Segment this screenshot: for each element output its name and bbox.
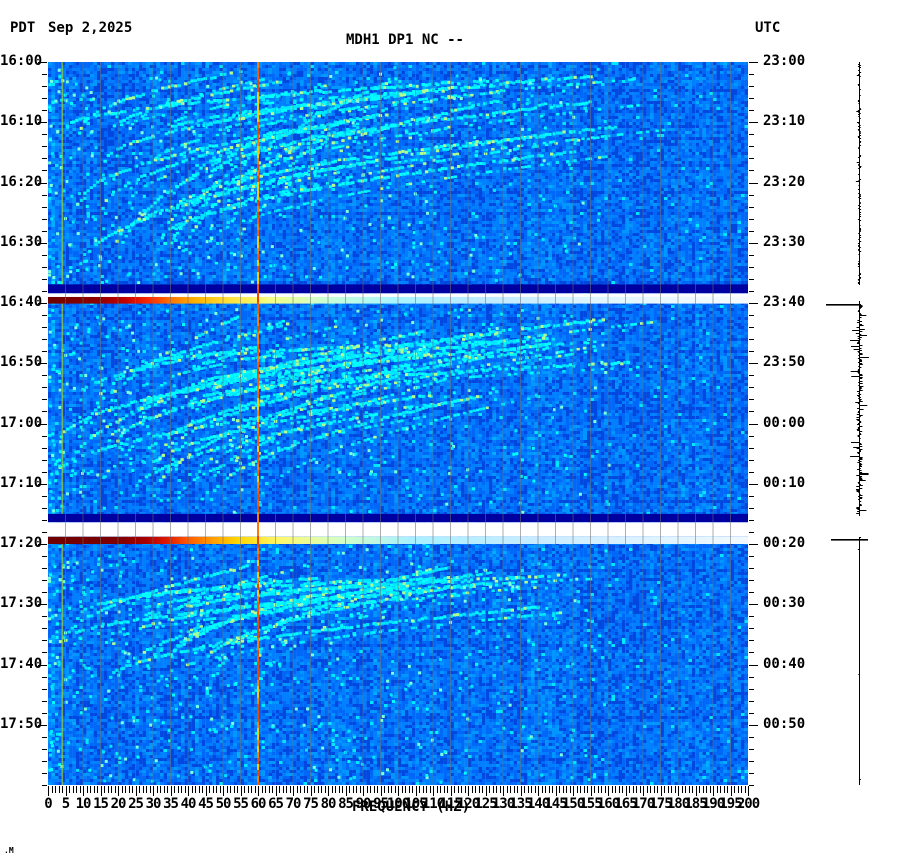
seismogram-trace-canvas xyxy=(815,62,885,785)
frequency-tick-label: 20 xyxy=(110,796,127,812)
left-axis-time-label: 16:10 xyxy=(0,113,43,130)
frequency-tick-label: 5 xyxy=(61,796,70,812)
frequency-tick-label: 15 xyxy=(93,796,109,812)
frequency-tick-label: 50 xyxy=(215,796,232,812)
left-axis-time-label: 17:40 xyxy=(0,655,43,672)
watermark: .M xyxy=(4,846,14,855)
frequency-tick-label: 80 xyxy=(320,796,337,812)
left-axis-time-label: 17:30 xyxy=(0,595,43,612)
right-axis-time-label: 23:30 xyxy=(763,233,806,250)
frequency-tick-label: 60 xyxy=(250,796,267,812)
frequency-tick-label: 170 xyxy=(631,796,655,812)
left-axis-time-label: 17:20 xyxy=(0,535,43,551)
frequency-tick-label: 180 xyxy=(666,796,690,812)
frequency-tick-label: 105 xyxy=(404,796,427,812)
frequency-tick-label: 150 xyxy=(561,796,585,812)
frequency-tick-label: 190 xyxy=(701,796,725,812)
frequency-tick-label: 10 xyxy=(75,796,92,812)
frequency-tick-label: 70 xyxy=(285,796,302,812)
right-axis-time-label: 00:30 xyxy=(763,595,806,612)
frequency-tick-label: 155 xyxy=(579,796,602,812)
frequency-tick-label: 200 xyxy=(736,796,760,812)
right-axis-time-label: 00:20 xyxy=(763,535,806,551)
frequency-tick-label: 40 xyxy=(180,796,197,812)
right-axis-time-label: 00:50 xyxy=(763,715,806,732)
frequency-tick-label: 165 xyxy=(614,796,637,812)
frequency-tick-label: 85 xyxy=(338,796,354,812)
right-axis-time-label: 00:00 xyxy=(763,414,806,431)
frequency-tick-label: 120 xyxy=(456,796,480,812)
left-axis-time-label: 16:40 xyxy=(0,294,43,310)
frequency-tick-label: 125 xyxy=(474,796,497,812)
right-axis-time-label: 00:40 xyxy=(763,655,806,672)
frequency-tick-label: 95 xyxy=(373,796,389,812)
right-axis-time-label: 23:10 xyxy=(763,113,806,130)
frequency-tick-label: 65 xyxy=(268,796,284,812)
frequency-tick-label: 35 xyxy=(163,796,179,812)
frequency-tick-label: 30 xyxy=(145,796,162,812)
frequency-tick-label: 160 xyxy=(596,796,620,812)
left-axis-time-label: 17:50 xyxy=(0,715,43,732)
frequency-tick-label: 25 xyxy=(128,796,144,812)
left-axis-time-label: 16:50 xyxy=(0,354,43,371)
right-axis-time-label: 23:50 xyxy=(763,354,806,371)
frequency-tick-label: 45 xyxy=(198,796,214,812)
right-axis-time-label: 23:00 xyxy=(763,53,806,69)
right-axis-time-label: 00:10 xyxy=(763,474,806,491)
left-axis-time-label: 17:00 xyxy=(0,414,43,431)
frequency-tick-label: 55 xyxy=(233,796,249,812)
frequency-tick-label: 110 xyxy=(421,796,445,812)
right-axis-time-label: 23:20 xyxy=(763,173,806,190)
left-axis-time-label: 16:00 xyxy=(0,53,43,69)
frequency-tick-label: 90 xyxy=(355,796,372,812)
left-axis-time-label: 16:20 xyxy=(0,173,43,190)
frequency-tick-label: 115 xyxy=(439,796,462,812)
frequency-tick-label: 145 xyxy=(544,796,567,812)
frequency-tick-label: 195 xyxy=(719,796,742,812)
frequency-tick-label: 175 xyxy=(649,796,672,812)
left-axis-time-label: 17:10 xyxy=(0,474,43,491)
right-axis-time-label: 23:40 xyxy=(763,294,806,310)
frequency-tick-label: 140 xyxy=(526,796,550,812)
frequency-axis-label: FREQUENCY (HZ) xyxy=(352,799,471,815)
frequency-tick-label: 185 xyxy=(684,796,707,812)
left-axis-time-label: 16:30 xyxy=(0,233,43,250)
frequency-tick-label: 100 xyxy=(386,796,410,812)
frequency-tick-label: 75 xyxy=(303,796,319,812)
frequency-tick-label: 135 xyxy=(509,796,532,812)
frequency-tick-label: 0 xyxy=(44,796,52,812)
frequency-tick-label: 130 xyxy=(491,796,515,812)
